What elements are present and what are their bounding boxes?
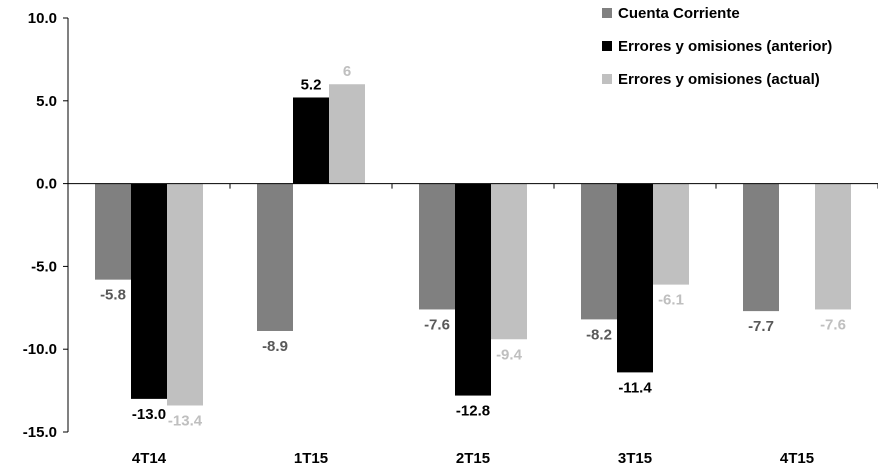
legend-label: Cuenta Corriente — [618, 5, 740, 22]
bar-1 — [419, 183, 455, 310]
data-label: -8.2 — [586, 326, 612, 343]
bar-1 — [95, 183, 131, 280]
bar-3 — [653, 183, 689, 285]
data-label: -6.1 — [658, 292, 684, 309]
data-label: 6 — [343, 63, 351, 80]
data-label: -13.0 — [132, 406, 166, 423]
bar-3 — [491, 183, 527, 340]
legend-swatch — [602, 41, 612, 51]
bar-1 — [581, 183, 617, 320]
y-tick-label: -5.0 — [31, 258, 57, 275]
data-label: 5.2 — [301, 76, 322, 93]
data-label: -13.4 — [168, 413, 203, 430]
bar-3 — [329, 84, 365, 184]
data-label: -7.6 — [424, 316, 450, 333]
bar-2 — [617, 183, 653, 373]
y-tick-label: 0.0 — [36, 176, 57, 193]
y-tick-label: 10.0 — [28, 10, 57, 27]
category-label: 4T14 — [132, 450, 167, 467]
legend-swatch — [602, 74, 612, 84]
data-label: -9.4 — [496, 346, 523, 363]
category-label: 2T15 — [456, 450, 490, 467]
data-label: -7.6 — [820, 316, 846, 333]
bar-2 — [131, 183, 167, 399]
legend-label: Errores y omisiones (actual) — [618, 71, 820, 88]
y-tick-label: -15.0 — [23, 424, 57, 441]
data-label: -5.8 — [100, 287, 126, 304]
bar-3 — [167, 183, 203, 406]
bar-1 — [257, 183, 293, 331]
data-label: -11.4 — [618, 379, 652, 396]
category-label: 1T15 — [294, 450, 328, 467]
bar-1 — [743, 183, 779, 312]
bar-3 — [815, 183, 851, 310]
category-label: 4T15 — [780, 450, 814, 467]
data-label: -7.7 — [748, 318, 774, 335]
legend-swatch — [602, 8, 612, 18]
category-label: 3T15 — [618, 450, 652, 467]
bar-2 — [455, 183, 491, 396]
y-tick-label: -10.0 — [23, 341, 57, 358]
y-tick-label: 5.0 — [36, 93, 57, 110]
data-label: -8.9 — [262, 338, 288, 355]
bar-2 — [293, 97, 329, 184]
data-label: -12.8 — [456, 403, 490, 420]
legend-label: Errores y omisiones (anterior) — [618, 38, 832, 55]
